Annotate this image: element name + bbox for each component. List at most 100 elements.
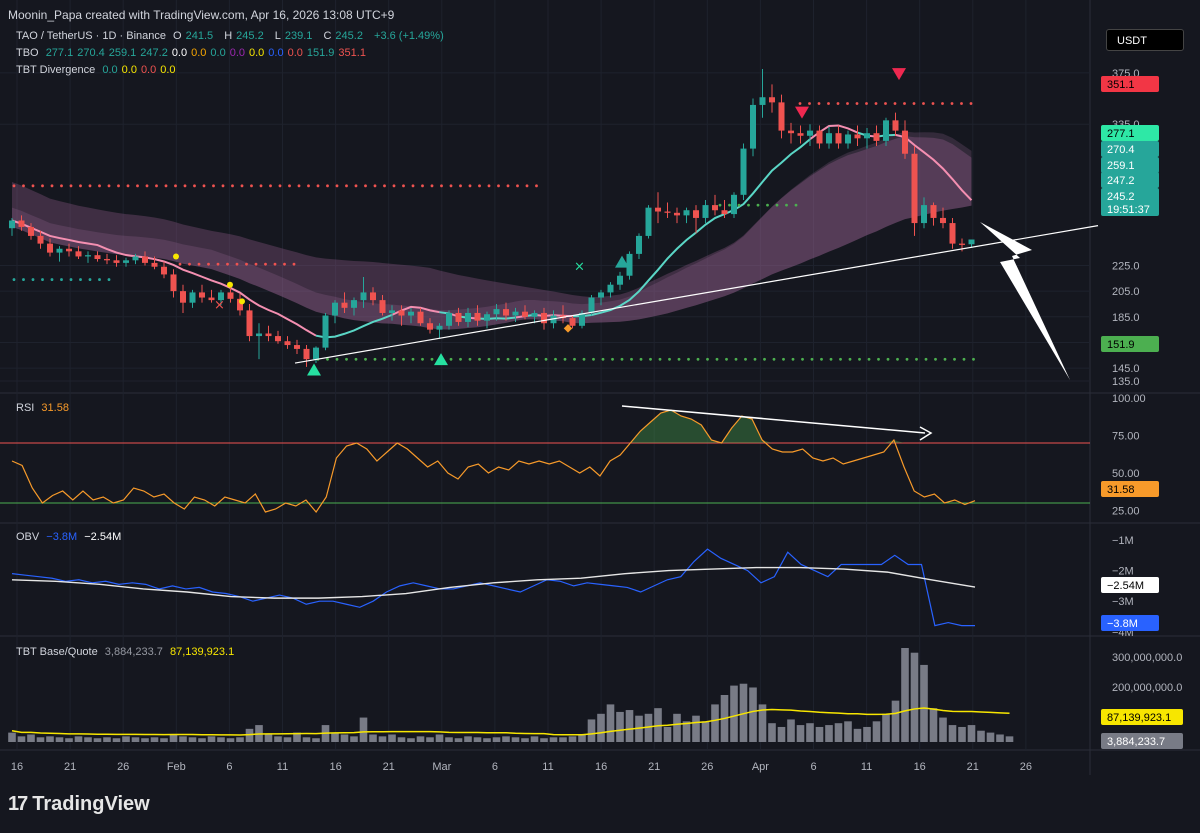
resistance-dot: [922, 102, 925, 105]
candle: [493, 303, 500, 321]
candle: [797, 125, 804, 144]
candle: [294, 339, 300, 355]
volume-bar: [217, 737, 225, 742]
support-dot: [737, 203, 741, 207]
volume-bar: [1005, 736, 1014, 742]
rsi-label[interactable]: RSI: [16, 402, 35, 414]
obv-label[interactable]: OBV: [16, 531, 40, 543]
support-dot: [649, 357, 652, 361]
candle-body: [227, 292, 234, 299]
tbt-divergence-label[interactable]: TBT Divergence: [16, 64, 96, 76]
candle-body: [617, 275, 623, 285]
volume-bar: [245, 728, 254, 742]
obv-legend[interactable]: OBV −3.8M −2.54M: [16, 531, 125, 543]
tbo-value-1: 270.4: [77, 47, 105, 59]
price-axis[interactable]: 375.0335.0225.0205.0185.0165.0145.0135.0…: [1112, 68, 1182, 694]
resistance-dot: [440, 184, 443, 188]
volume-bar: [796, 725, 805, 742]
candle-body: [788, 130, 794, 134]
support-dot: [867, 357, 871, 361]
tbt-quote-value: 87,139,923.1: [169, 646, 235, 658]
support-dot: [839, 357, 842, 361]
support-dot: [478, 357, 481, 361]
candle-body: [845, 134, 851, 144]
candle: [721, 199, 728, 218]
tbo-label[interactable]: TBO: [16, 47, 39, 59]
candle-body: [588, 297, 595, 313]
tag-rsi: 31.58: [1107, 484, 1135, 496]
support-dot: [592, 357, 595, 361]
volume-bar: [283, 737, 292, 742]
support-dot: [601, 357, 605, 361]
rsi-legend[interactable]: RSI 31.58: [16, 402, 73, 414]
volume-bar: [853, 728, 862, 742]
support-dot: [820, 357, 823, 361]
time-axis[interactable]: 16 21 26 Feb 6 11 16 21 Mar 6 11 16 21 26 Apr 6 11 16 21 26: [11, 761, 1032, 773]
tradingview-logo[interactable]: 17 TradingView: [8, 793, 150, 816]
ohlc-low: L 239.1: [275, 30, 317, 42]
symbol-legend[interactable]: TAO / TetherUS · 1D · Binance O 241.5 H 24…: [16, 30, 448, 42]
support-dot: [791, 357, 795, 361]
candle-body: [360, 292, 367, 301]
candle: [18, 215, 25, 231]
tbt-base-quote-label[interactable]: TBT Base/Quote: [16, 646, 98, 658]
price-pane[interactable]: ××: [9, 68, 1099, 380]
support-dot: [506, 357, 510, 361]
tbt_div-value-0: 0.0: [102, 64, 118, 76]
candle-body: [427, 323, 433, 330]
ohlc-close: C 245.2: [323, 30, 366, 42]
support-dot: [364, 357, 367, 361]
support-dot: [848, 357, 852, 361]
resistance-dot: [941, 102, 944, 105]
candle: [104, 253, 110, 265]
candle: [778, 94, 785, 139]
candle-body: [436, 325, 443, 330]
buy-signal-icon: [615, 255, 629, 268]
candle-body: [693, 210, 699, 218]
symbol-name[interactable]: TAO / TetherUS · 1D · Binance: [16, 30, 166, 42]
candle: [170, 269, 177, 298]
candle: [807, 124, 813, 147]
tag-351: 351.1: [1107, 79, 1135, 91]
candle-body: [674, 212, 680, 216]
volume-pane[interactable]: [8, 648, 1014, 742]
candle: [930, 202, 937, 226]
tbo-value-4: 0.0: [171, 47, 188, 59]
support-dot: [794, 203, 798, 207]
candle-body: [636, 235, 642, 254]
volume-bar: [312, 738, 320, 742]
tbo-value-3: 247.2: [140, 47, 168, 59]
candle-body: [683, 210, 690, 216]
time-tick-11: 16: [595, 761, 607, 773]
time-tick-12: 21: [648, 761, 660, 773]
support-dot: [715, 357, 719, 361]
volume-bar: [606, 704, 615, 742]
resistance-dot: [459, 184, 462, 188]
volume-bar: [236, 737, 244, 742]
obv-pane[interactable]: [11, 548, 976, 627]
resistance-dot: [50, 184, 54, 188]
rsi-pane[interactable]: [0, 405, 1090, 513]
support-dot: [50, 278, 54, 281]
support-dot: [886, 357, 890, 361]
resistance-dot: [884, 102, 887, 105]
tbt-base-quote-legend[interactable]: TBT Base/Quote 3,884,233.7 87,139,923.1: [16, 646, 238, 658]
candle: [256, 323, 262, 360]
resistance-dot: [827, 102, 830, 105]
candle-body: [807, 130, 813, 136]
support-dot: [611, 357, 614, 361]
resistance-dot: [969, 102, 973, 105]
resistance-dot: [69, 184, 73, 188]
candle: [750, 98, 756, 157]
tbo-legend[interactable]: TBO 277.1 270.4 259.1 247.2 0.0 0.0 0.0 0.0 0.0 0…: [16, 47, 370, 59]
candle: [408, 307, 414, 324]
candle-body: [379, 300, 386, 313]
tbt-divergence-legend[interactable]: TBT Divergence 0.0 0.0 0.0 0.0: [16, 64, 180, 76]
candle-body: [759, 97, 766, 105]
currency-button[interactable]: USDT: [1106, 29, 1184, 51]
tbo-value-10: 0.0: [287, 47, 303, 59]
candle: [702, 199, 709, 224]
volume-bar: [644, 713, 653, 742]
resistance-dot: [145, 184, 149, 188]
